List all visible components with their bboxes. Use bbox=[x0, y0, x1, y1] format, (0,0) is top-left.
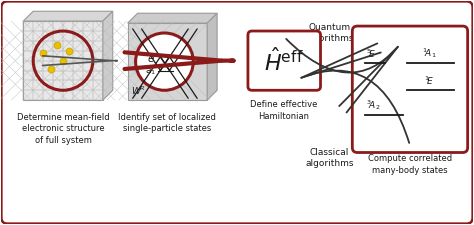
Circle shape bbox=[136, 33, 193, 90]
Text: $^1\!E$: $^1\!E$ bbox=[424, 75, 434, 87]
FancyBboxPatch shape bbox=[23, 21, 103, 100]
FancyBboxPatch shape bbox=[352, 26, 468, 153]
Text: $\hat{H}^{\mathrm{eff}}$: $\hat{H}^{\mathrm{eff}}$ bbox=[264, 47, 304, 74]
Text: Determine mean-field
electronic structure
of full system: Determine mean-field electronic structur… bbox=[17, 113, 109, 145]
FancyBboxPatch shape bbox=[128, 23, 207, 100]
Text: Classical
algorithms: Classical algorithms bbox=[305, 148, 354, 168]
Text: Quantum
algorithms: Quantum algorithms bbox=[305, 23, 354, 43]
Text: $^1\!A_1$: $^1\!A_1$ bbox=[421, 46, 436, 60]
Text: $W^{\!R}$: $W^{\!R}$ bbox=[131, 85, 145, 97]
Text: Define effective
Hamiltonian: Define effective Hamiltonian bbox=[250, 100, 318, 121]
Polygon shape bbox=[103, 11, 113, 100]
Text: e: e bbox=[147, 54, 154, 64]
Polygon shape bbox=[23, 11, 113, 21]
Text: Identify set of localized
single-particle states: Identify set of localized single-particl… bbox=[118, 113, 216, 133]
FancyBboxPatch shape bbox=[248, 31, 320, 90]
Text: Compute correlated
many-body states: Compute correlated many-body states bbox=[368, 155, 452, 175]
Polygon shape bbox=[207, 13, 217, 100]
Text: $^5\!E$: $^5\!E$ bbox=[366, 47, 377, 60]
Polygon shape bbox=[128, 13, 217, 23]
Text: $\mathrm{a}_1$: $\mathrm{a}_1$ bbox=[145, 66, 156, 77]
Text: $^3\!A_2$: $^3\!A_2$ bbox=[366, 98, 381, 112]
